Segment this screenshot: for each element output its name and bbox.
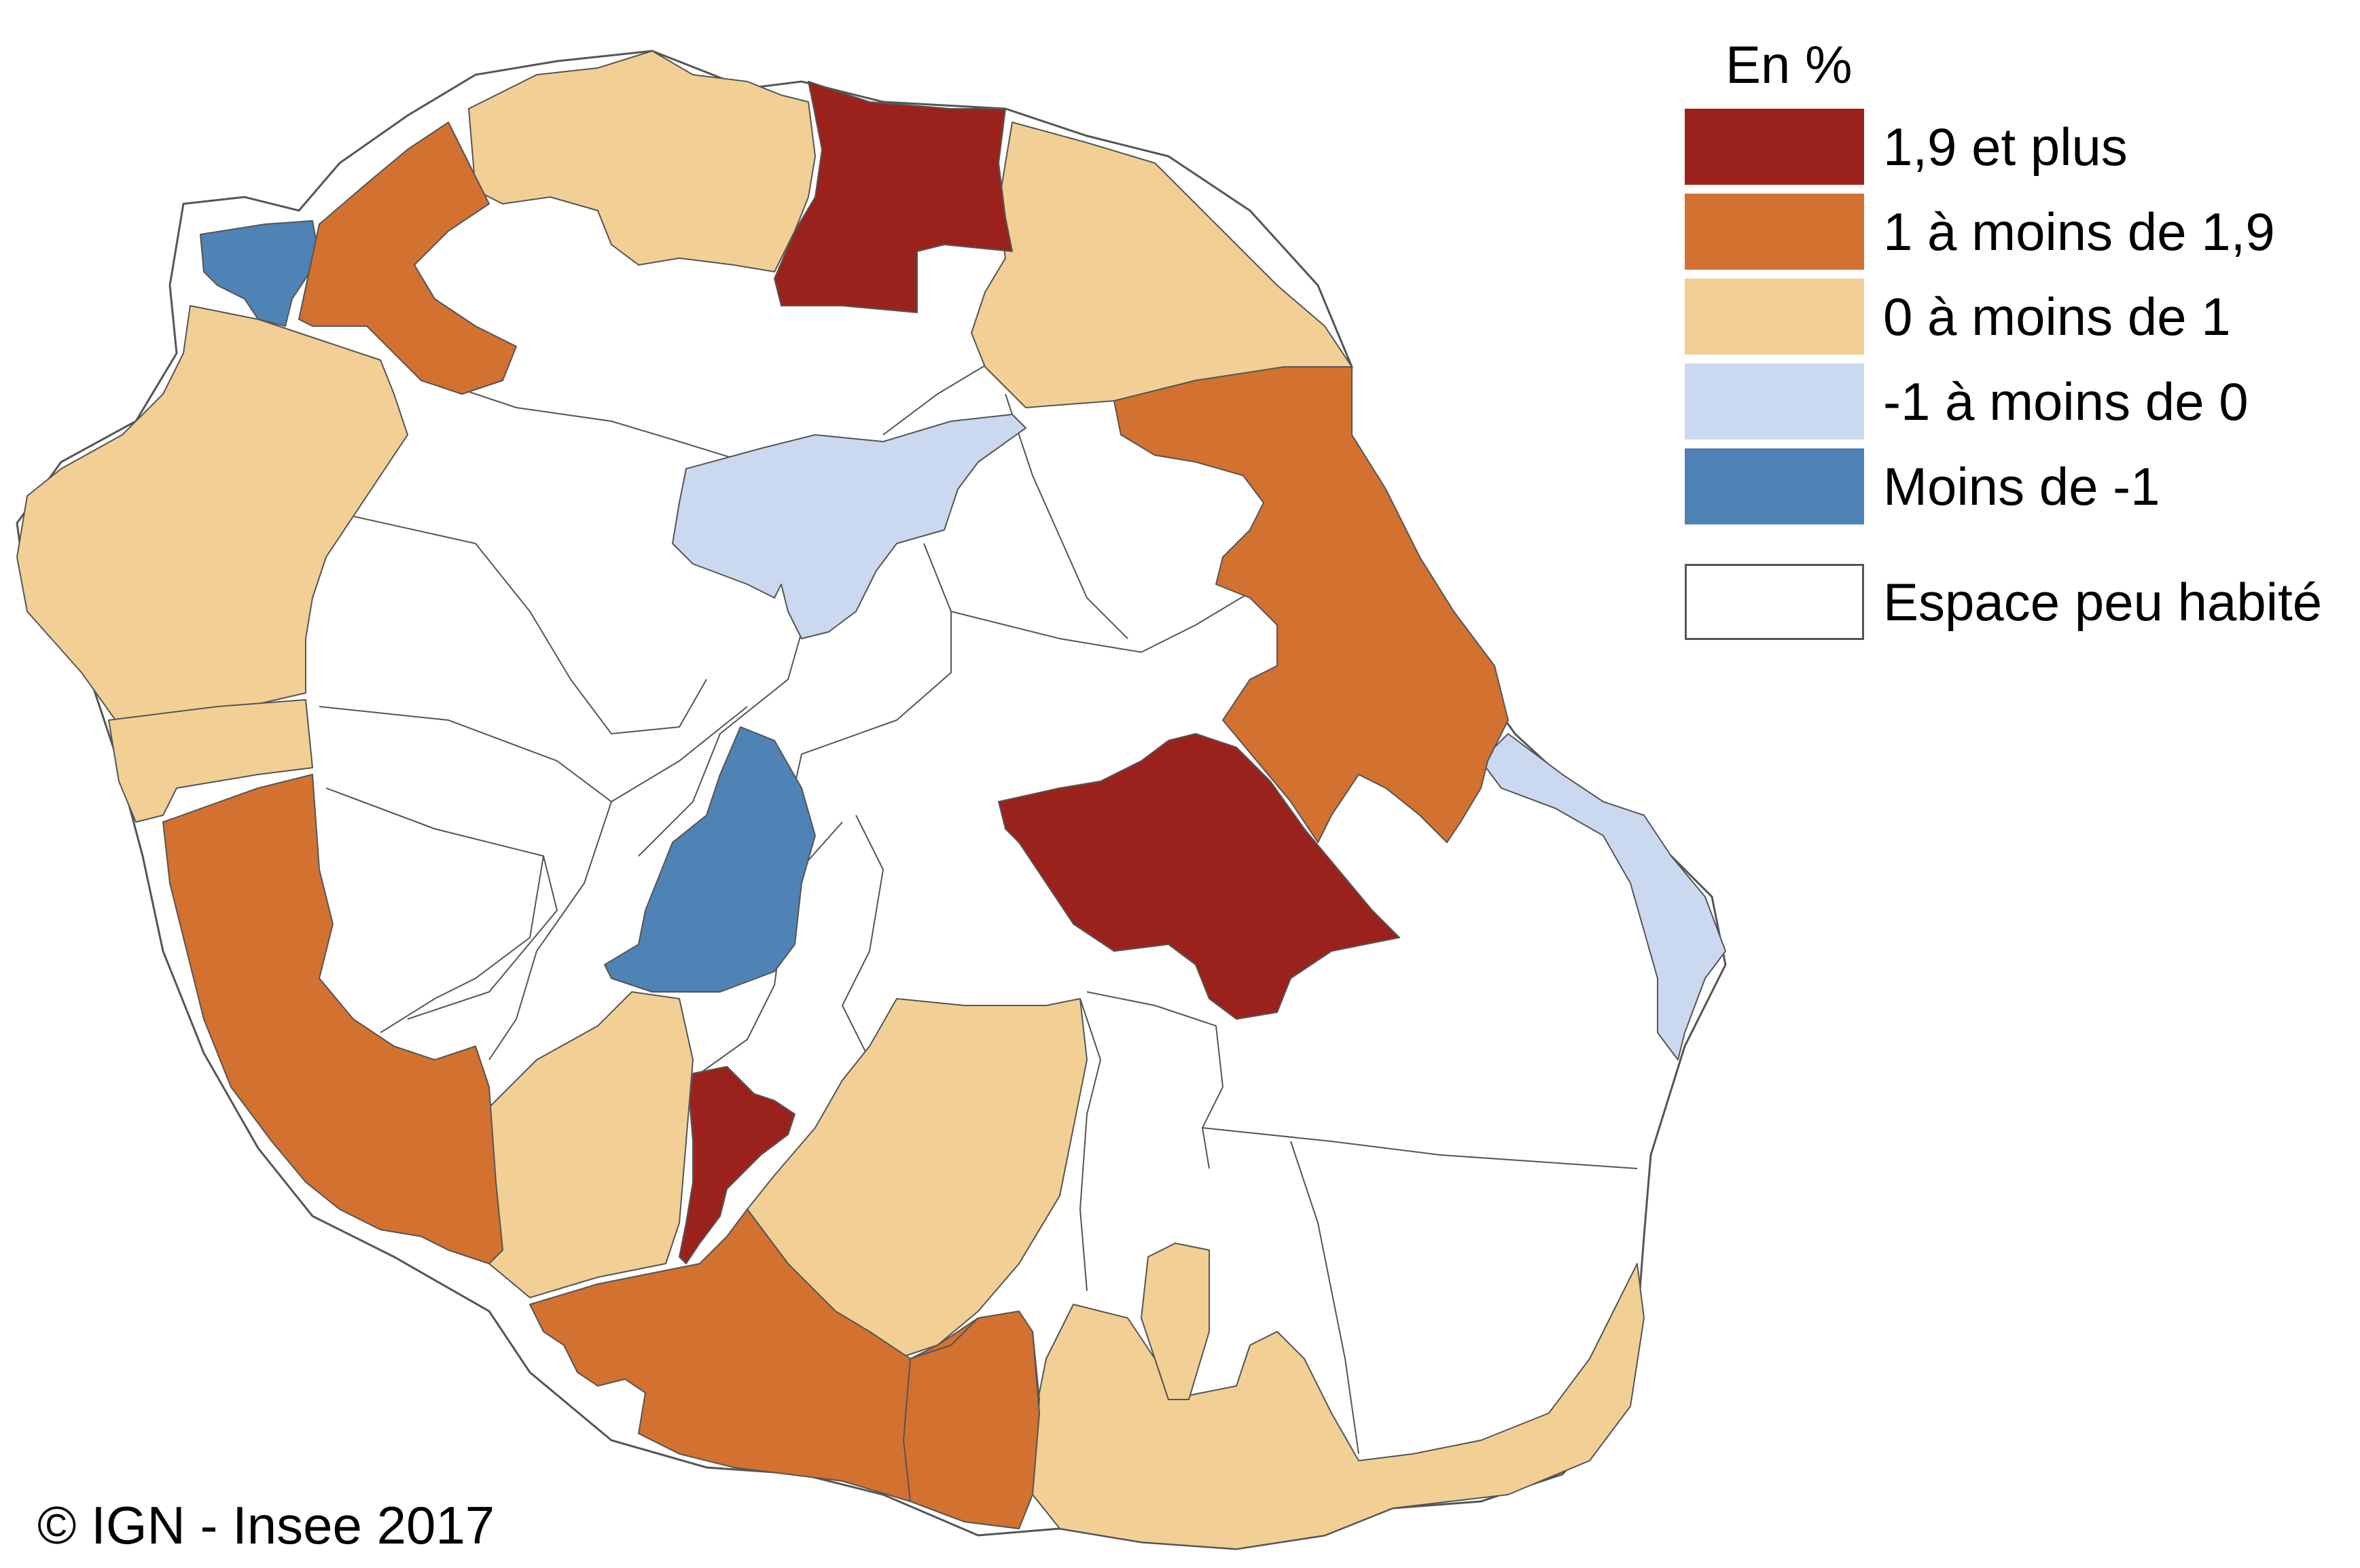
district-north-red bbox=[774, 81, 1013, 313]
district-east-lightblue bbox=[1480, 733, 1726, 1061]
legend-item-espace-peu-habite: Espace peu habité bbox=[1685, 564, 2357, 645]
legend-item-0-a-1: 0 à moins de 1 bbox=[1685, 279, 2357, 360]
district-southcentral-beige bbox=[1141, 1243, 1210, 1400]
legend-swatch bbox=[1685, 109, 1864, 185]
legend-label: -1 à moins de 0 bbox=[1883, 372, 2249, 431]
class-moins-1-a-0 bbox=[672, 414, 1726, 1061]
district-southwest-beige bbox=[475, 991, 694, 1298]
district-north-lightblue bbox=[672, 414, 1026, 639]
district-south-red bbox=[679, 1066, 795, 1264]
district-northwest-blue bbox=[200, 220, 320, 327]
district-southeast-beige bbox=[1032, 1263, 1645, 1550]
class-moins-de-moins-1 bbox=[200, 220, 816, 993]
legend-item-moins-de-moins-1: Moins de -1 bbox=[1685, 448, 2357, 530]
legend-item-1-a-1-9: 1 à moins de 1,9 bbox=[1685, 194, 2357, 275]
copyright-notice: © IGN - Insee 2017 bbox=[37, 1495, 495, 1555]
class-1-a-1-9 bbox=[162, 122, 1509, 1529]
district-north-beige bbox=[468, 50, 816, 272]
district-east-orange bbox=[1113, 366, 1509, 843]
legend-swatch bbox=[1685, 363, 1864, 440]
district-southeast-red bbox=[998, 733, 1400, 1020]
district-southsouth-orange bbox=[903, 1311, 1040, 1529]
legend-item-moins-1-a-0: -1 à moins de 0 bbox=[1685, 363, 2357, 445]
legend-swatch bbox=[1685, 448, 1864, 524]
district-northeast-beige bbox=[971, 122, 1353, 408]
legend-swatch bbox=[1685, 194, 1864, 270]
legend-label: 1,9 et plus bbox=[1883, 117, 2128, 177]
legend-item-1-9-et-plus: 1,9 et plus bbox=[1685, 109, 2357, 190]
legend-swatch bbox=[1685, 564, 1864, 640]
legend-label: 1 à moins de 1,9 bbox=[1883, 202, 2275, 262]
district-central-blue bbox=[604, 726, 816, 993]
legend-label: 0 à moins de 1 bbox=[1883, 287, 2231, 346]
legend-label: Espace peu habité bbox=[1883, 572, 2323, 632]
legend-swatch bbox=[1685, 279, 1864, 355]
class-1-9-et-plus bbox=[679, 81, 1400, 1264]
district-west-beige bbox=[16, 305, 408, 748]
legend-label: Moins de -1 bbox=[1883, 457, 2160, 516]
district-westcentral-beige bbox=[108, 699, 313, 823]
class-0-a-1 bbox=[16, 50, 1645, 1550]
district-northwest-orange bbox=[298, 122, 517, 395]
district-westcoast-orange bbox=[162, 774, 503, 1264]
legend-title: En % bbox=[1726, 35, 1853, 94]
